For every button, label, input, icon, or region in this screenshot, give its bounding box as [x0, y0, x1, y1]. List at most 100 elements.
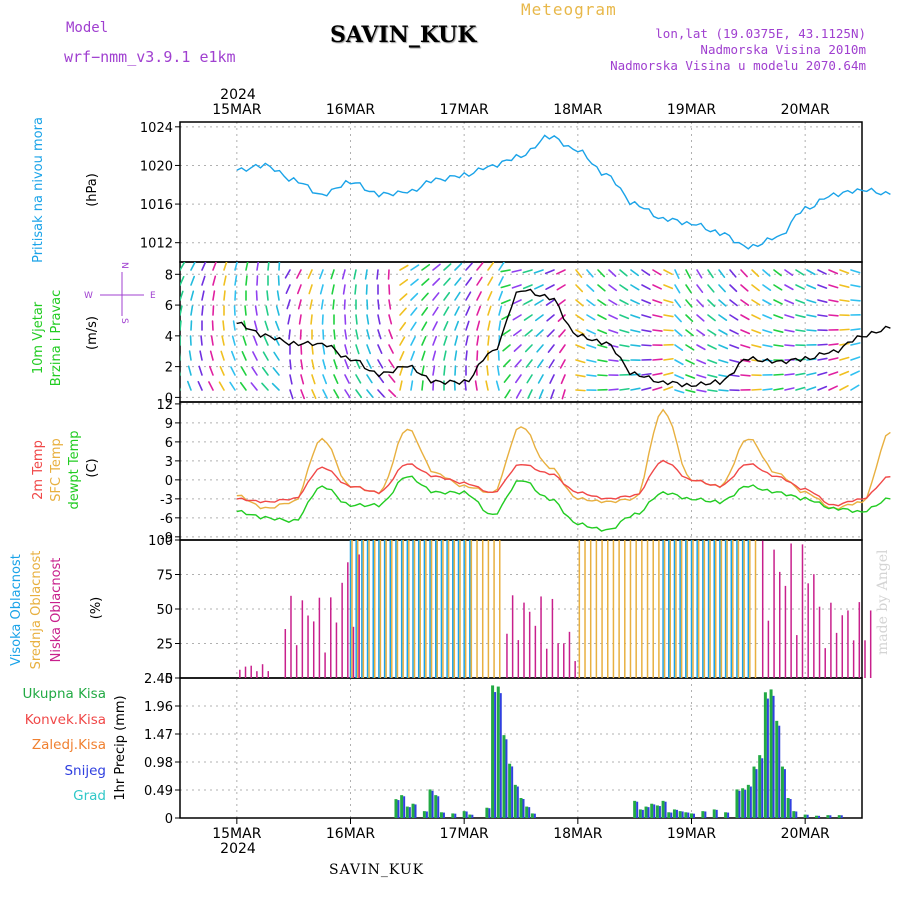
total-precip-bar	[394, 799, 398, 818]
wind-arrow	[839, 384, 849, 391]
snow-bar	[454, 813, 457, 818]
wind-arrow	[311, 359, 315, 370]
wind-arrow	[366, 329, 371, 340]
total-precip-bar	[684, 812, 688, 818]
wind-arrow	[707, 359, 718, 364]
wind-arrow	[575, 359, 586, 364]
snow-bar	[778, 725, 781, 818]
wind-arrow	[674, 269, 680, 279]
wind-arrow	[190, 305, 194, 316]
wind-arrow	[784, 269, 794, 276]
wind-arrow	[817, 299, 828, 303]
wind-arrow	[333, 389, 340, 399]
top-day-label: 20MAR	[781, 102, 830, 118]
wind-arrow	[300, 389, 306, 400]
wind-arrow	[850, 299, 861, 302]
total-precip-bar	[644, 806, 648, 818]
wind-arrow	[718, 269, 726, 278]
wind-arrow	[410, 350, 416, 361]
snow-bar	[687, 812, 690, 818]
wind-arrow	[784, 344, 795, 347]
wind-arrow	[586, 359, 597, 363]
wind-arrow	[828, 284, 839, 289]
wind-arrow	[308, 284, 313, 295]
wind-arrow	[265, 305, 269, 316]
wind-arrow	[232, 320, 236, 331]
wind-arrow	[399, 350, 405, 361]
wind-arrow	[300, 374, 305, 385]
wind-arrow	[333, 329, 336, 340]
wind-arrow	[421, 380, 424, 391]
wind-arrow	[366, 389, 374, 398]
wind-arrow	[498, 305, 503, 316]
wind-arrow	[696, 284, 704, 293]
wind-arrow	[806, 386, 817, 391]
bottom-day-label: 20MAR	[781, 826, 830, 842]
wind-arrow	[652, 284, 662, 290]
wind-arrow	[630, 373, 641, 376]
wind-arrow	[254, 305, 258, 316]
total-precip-bar	[428, 789, 432, 818]
wind-arrow	[256, 262, 260, 271]
wind-arrow	[795, 284, 805, 290]
wind-arrow	[751, 329, 762, 334]
wind-arrow	[773, 299, 783, 305]
wind-arrow	[377, 329, 382, 340]
snow-bar	[499, 693, 502, 818]
wind-arrow	[275, 305, 280, 316]
wind-arrow	[527, 389, 533, 399]
wind-arrow	[242, 335, 247, 346]
wind-arrow	[547, 344, 555, 353]
wind-arrow	[586, 284, 595, 292]
total-precip-bar	[434, 795, 438, 818]
wind-arrow	[223, 262, 228, 271]
snow-bar	[408, 807, 411, 818]
wind-arrow	[421, 321, 428, 331]
wind-arrow	[487, 290, 493, 301]
bottom-day-label: 18MAR	[553, 826, 602, 842]
dewpt-title: dewpt Temp	[67, 430, 82, 509]
wind-arrow	[377, 344, 383, 355]
wind-arrow	[619, 387, 630, 391]
wind-arrow	[751, 284, 760, 292]
y-tick-label: 1.47	[144, 728, 173, 743]
wind-arrow	[608, 359, 619, 362]
wind-arrow	[522, 269, 533, 274]
model-name: wrf−nmm_v3.9.1 e1km	[64, 48, 236, 66]
wind-arrow	[608, 284, 617, 292]
wind-arrow	[535, 314, 544, 322]
wind-arrow	[729, 374, 740, 378]
wind-arrow	[795, 299, 806, 304]
wind-arrow	[696, 359, 707, 365]
wind-arrow	[342, 284, 346, 295]
wind-arrow	[190, 290, 195, 301]
y-tick-label: 2.45	[144, 672, 173, 687]
wind-arrow	[465, 335, 469, 346]
wind-arrow	[220, 350, 225, 361]
wind-arrow	[244, 305, 247, 316]
wind-arrow	[652, 299, 663, 304]
wind-arrow	[273, 351, 280, 361]
wind-arrow	[828, 269, 839, 275]
wind-arrow	[674, 329, 683, 337]
wind-arrow	[559, 344, 566, 354]
wind-arrow	[773, 284, 783, 291]
wind-arrow	[696, 374, 707, 379]
wind-arrow	[245, 275, 248, 286]
wind-arrow	[503, 374, 511, 383]
wind-arrow	[696, 344, 706, 351]
wind-arrow	[311, 389, 317, 400]
wind-arrow	[685, 374, 696, 379]
wind-arrow	[465, 276, 473, 286]
wind-arrow	[575, 374, 586, 378]
wind-arrow	[548, 359, 555, 369]
snow-bar	[528, 807, 531, 818]
wind-arrow	[311, 374, 316, 385]
wind-arrow	[296, 284, 302, 295]
wind-arrow	[817, 371, 828, 376]
wind-arrow	[410, 307, 418, 316]
wind-arrow	[465, 262, 473, 271]
model-label: Model	[66, 20, 109, 36]
top-day-label: 17MAR	[440, 102, 489, 118]
snow-bar	[471, 814, 474, 818]
